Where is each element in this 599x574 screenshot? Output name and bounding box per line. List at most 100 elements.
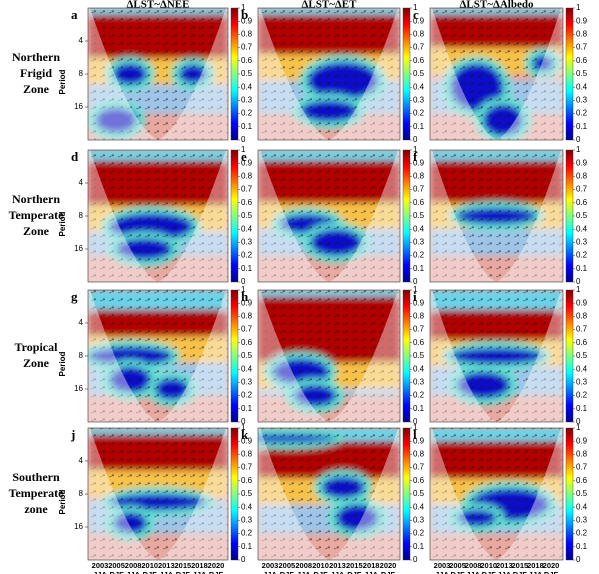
x-tick-year: 2008 bbox=[465, 561, 482, 570]
panel-letter: c bbox=[413, 7, 419, 22]
colorbar-tick-label: 0.3 bbox=[413, 378, 425, 387]
colorbar-tick-label: 0.1 bbox=[413, 542, 425, 551]
x-tick-year: 2020 bbox=[543, 561, 560, 570]
colorbar-tick-label: 1 bbox=[413, 3, 418, 12]
colorbar-tick-label: 0.7 bbox=[413, 185, 425, 194]
colorbar-tick-label: 0.5 bbox=[413, 489, 425, 498]
x-tick-season: DJF bbox=[544, 570, 559, 574]
x-tick-year: 2018 bbox=[363, 561, 380, 570]
colorbar-tick-label: 0.6 bbox=[576, 338, 588, 347]
x-tick-year: 2015 bbox=[175, 561, 192, 570]
plot-frame bbox=[429, 427, 564, 561]
colorbar-tick-label: 0.3 bbox=[241, 238, 253, 247]
colorbar-tick-label: 0.7 bbox=[241, 325, 253, 334]
x-tick-year: 2013 bbox=[496, 561, 513, 570]
coherence-map bbox=[88, 428, 228, 560]
phase-arrows bbox=[258, 290, 400, 422]
colorbar-tick-label: 0 bbox=[413, 417, 418, 426]
coherence-map bbox=[430, 428, 563, 560]
colorbar-tick-label: 0.3 bbox=[576, 96, 588, 105]
cone-of-influence bbox=[430, 150, 563, 282]
x-tick-year: 2015 bbox=[346, 561, 363, 570]
colorbar-tick-label: 0.6 bbox=[413, 338, 425, 347]
colorbar-tick-label: 1 bbox=[413, 423, 418, 432]
x-tick-year: 2018 bbox=[527, 561, 544, 570]
colorbar bbox=[565, 289, 574, 423]
cone-of-influence bbox=[430, 290, 563, 422]
colorbar-tick-label: 1 bbox=[576, 145, 581, 154]
coherence-map bbox=[430, 150, 563, 282]
colorbar-tick-label: 1 bbox=[413, 145, 418, 154]
colorbar-tick-label: 0.5 bbox=[241, 351, 253, 360]
x-tick-season: JJA bbox=[466, 570, 480, 574]
colorbar-tick-label: 0.9 bbox=[413, 16, 425, 25]
colorbar-tick-label: 0.5 bbox=[241, 69, 253, 78]
colorbar-tick-label: 0.6 bbox=[413, 476, 425, 485]
y-tick-label: 8 bbox=[79, 211, 84, 220]
coherence-map bbox=[258, 8, 400, 140]
colorbar-tick-label: 0.6 bbox=[241, 338, 253, 347]
colorbar-tick-label: 0.3 bbox=[413, 96, 425, 105]
row-label: Northern bbox=[12, 50, 60, 64]
colorbar-tick-label: 0.9 bbox=[576, 298, 588, 307]
colorbar-tick-label: 0.6 bbox=[413, 198, 425, 207]
colorbar-tick-label: 0 bbox=[576, 277, 581, 286]
coherence-map bbox=[88, 290, 228, 422]
x-tick-year: 2010 bbox=[480, 561, 497, 570]
x-tick-year: 2013 bbox=[158, 561, 175, 570]
colorbar-tick-label: 0.1 bbox=[241, 542, 253, 551]
coherence-map bbox=[88, 150, 228, 282]
x-tick-season: DJF bbox=[381, 570, 396, 574]
plot-frame bbox=[257, 149, 401, 283]
x-tick-year: 2008 bbox=[295, 561, 312, 570]
x-tick-year: 2005 bbox=[279, 561, 296, 570]
y-tick-label: 16 bbox=[74, 244, 83, 253]
colorbar-tick-label: 0.1 bbox=[241, 264, 253, 273]
x-tick-year: 2005 bbox=[108, 561, 125, 570]
x-tick-year: 2003 bbox=[434, 561, 451, 570]
coherence-map bbox=[258, 290, 400, 422]
x-tick-season: DJF bbox=[313, 570, 328, 574]
panel-letter: a bbox=[71, 7, 78, 22]
colorbar-tick-label: 0.6 bbox=[576, 198, 588, 207]
panel-letter: f bbox=[413, 149, 418, 164]
cone-of-influence bbox=[258, 428, 400, 560]
colorbar-tick-label: 0 bbox=[413, 277, 418, 286]
colorbar-tick-label: 0.3 bbox=[241, 378, 253, 387]
colorbar-tick-label: 0.2 bbox=[241, 391, 253, 400]
colorbar-tick-label: 0.8 bbox=[413, 312, 425, 321]
colorbar-tick-label: 0.4 bbox=[576, 502, 588, 511]
y-tick-label: 4 bbox=[79, 178, 84, 187]
colorbar bbox=[402, 7, 411, 141]
colorbar-tick-label: 0 bbox=[576, 417, 581, 426]
colorbar-tick-label: 0 bbox=[241, 417, 246, 426]
x-tick-season: JJA bbox=[331, 570, 345, 574]
colorbar-tick-label: 0.6 bbox=[241, 198, 253, 207]
row-label: Zone bbox=[23, 224, 50, 238]
y-tick-label: 16 bbox=[74, 522, 83, 531]
colorbar-tick-label: 0.8 bbox=[413, 30, 425, 39]
colorbar bbox=[565, 7, 574, 141]
cone-of-influence bbox=[430, 428, 563, 560]
colorbar-tick-label: 0 bbox=[241, 277, 246, 286]
colorbar-tick-label: 0.1 bbox=[413, 404, 425, 413]
panel-letter: e bbox=[241, 149, 247, 164]
colorbar-tick-label: 0.9 bbox=[413, 436, 425, 445]
phase-arrows bbox=[88, 150, 228, 282]
x-tick-season: JJA bbox=[193, 570, 207, 574]
cone-of-influence bbox=[258, 8, 400, 140]
colorbar-tick-label: 0.4 bbox=[413, 502, 425, 511]
colorbar-tick-label: 1 bbox=[576, 3, 581, 12]
y-tick-label: 16 bbox=[74, 102, 83, 111]
colorbar bbox=[230, 7, 239, 141]
panel-letter: i bbox=[413, 289, 417, 304]
colorbar-tick-label: 0.5 bbox=[576, 69, 588, 78]
colorbar-tick-label: 0.7 bbox=[576, 185, 588, 194]
colorbar-tick-label: 0.5 bbox=[576, 489, 588, 498]
cone-of-influence bbox=[258, 290, 400, 422]
x-tick-season: JJA bbox=[529, 570, 543, 574]
colorbar-tick-label: 0.7 bbox=[413, 463, 425, 472]
colorbar-tick-label: 0.9 bbox=[576, 16, 588, 25]
colorbar-tick-label: 0 bbox=[413, 135, 418, 144]
cone-of-influence bbox=[430, 8, 563, 140]
